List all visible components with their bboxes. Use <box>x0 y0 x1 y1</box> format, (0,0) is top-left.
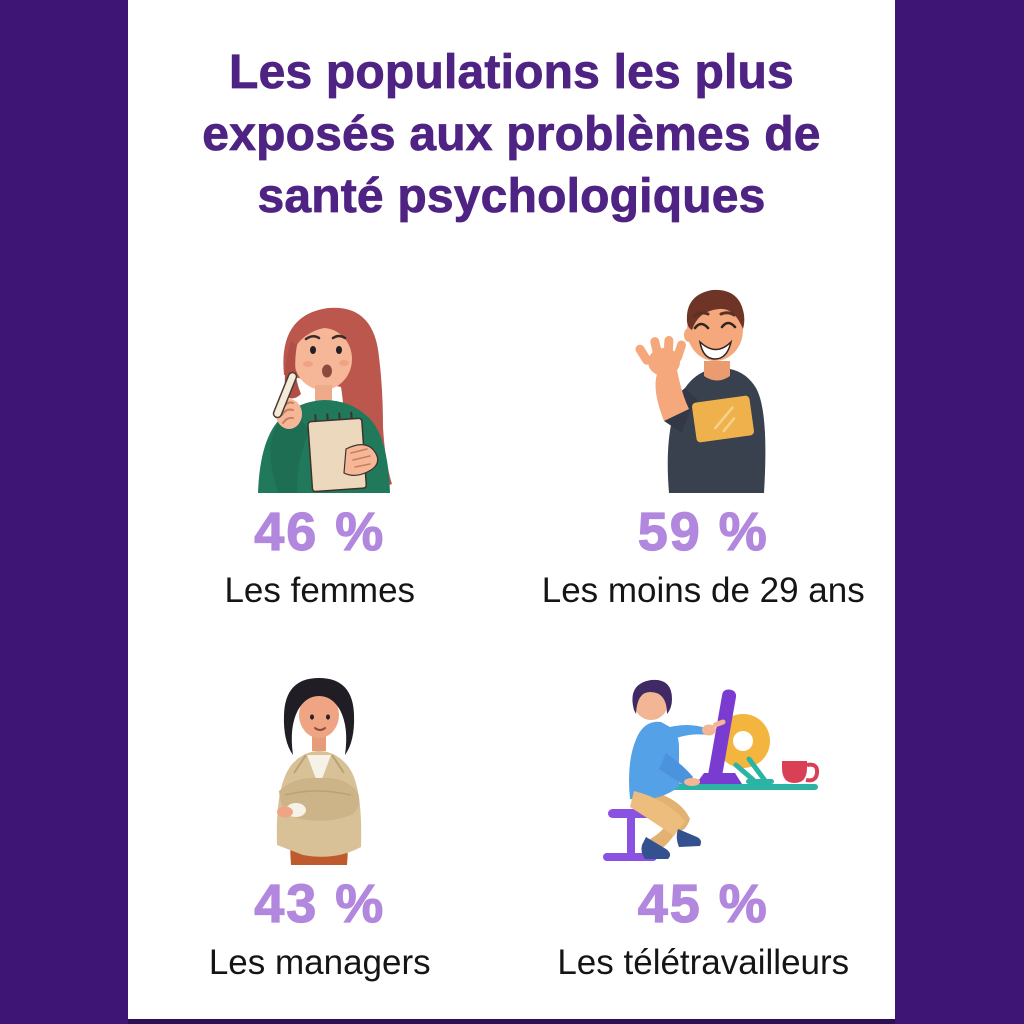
bottom-border <box>128 1019 895 1024</box>
stat-card-moins-29-ans: 59 % Les moins de 29 ans <box>512 243 896 615</box>
stat-card-femmes: 46 % Les femmes <box>128 243 512 615</box>
remote-worker-illustration <box>586 651 821 865</box>
stat-percent: 45 % <box>637 874 769 934</box>
stat-label: Les moins de 29 ans <box>541 571 865 610</box>
stat-label: Les télétravailleurs <box>557 943 850 982</box>
stat-card-managers: 43 % Les managers <box>128 615 512 987</box>
stat-percent: 43 % <box>254 874 386 934</box>
stats-grid: 46 % Les femmes <box>128 243 895 987</box>
stat-percent: 59 % <box>637 502 769 562</box>
woman-with-notepad-icon <box>257 307 392 493</box>
right-side-bar <box>895 0 1024 1024</box>
title-line-1: Les populations les plus <box>229 46 794 100</box>
woman-with-notepad-illustration <box>220 279 420 493</box>
left-side-bar <box>0 0 128 1024</box>
stat-label: Les femmes <box>224 571 416 610</box>
young-man-waving-icon <box>635 289 766 493</box>
stat-percent: 46 % <box>254 502 386 562</box>
page-title: Les populations les plus exposés aux pro… <box>128 42 895 228</box>
manager-woman-icon <box>276 678 361 865</box>
remote-worker-desk-icon <box>602 679 819 861</box>
young-man-waving-illustration <box>601 279 806 493</box>
title-line-2: exposés aux problèmes de <box>202 108 821 162</box>
manager-woman-illustration <box>235 651 405 865</box>
title-line-3: santé psychologiques <box>257 170 766 224</box>
content-area: Les populations les plus exposés aux pro… <box>128 0 895 1024</box>
stat-card-teletravailleurs: 45 % Les télétravailleurs <box>512 615 896 987</box>
stat-label: Les managers <box>208 943 431 982</box>
